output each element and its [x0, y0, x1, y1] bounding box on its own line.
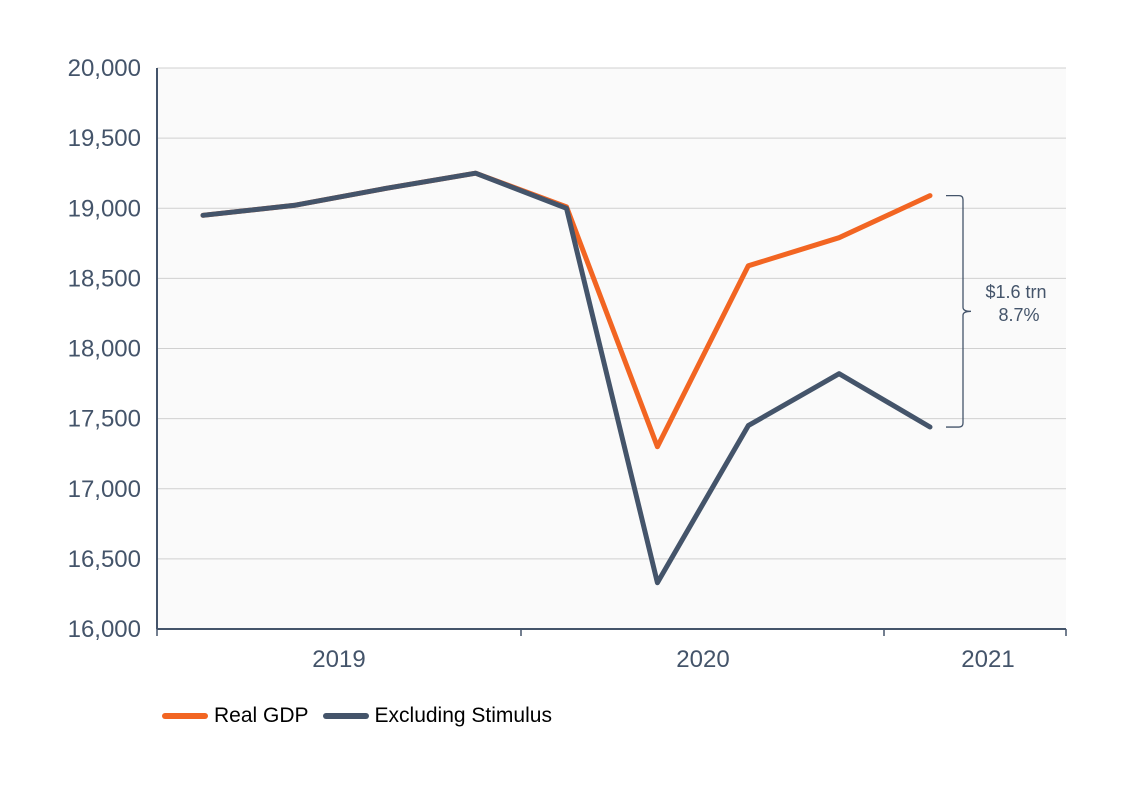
x-tick-label: 2021: [961, 646, 1014, 673]
series-lines: [200, 170, 933, 586]
y-tick-label: 16,000: [68, 616, 141, 643]
y-axis-ticks: 16,000 16,500 17,000 17,500 18,000 18,500 19,0…: [68, 55, 141, 643]
legend: Real GDP Excluding Stimulus: [162, 704, 552, 728]
y-tick-label: 18,000: [68, 336, 141, 363]
legend-item-real-gdp: Real GDP: [162, 704, 309, 728]
gap-annotation: $1.6 trn 8.7%: [946, 194, 1047, 428]
y-tick-label: 19,500: [68, 125, 141, 152]
gridlines: [157, 67, 1066, 560]
gap-brace: [946, 194, 972, 428]
x-tick-label: 2020: [676, 646, 729, 673]
x-tick-label: 2019: [312, 646, 365, 673]
gap-percent-label: 8.7%: [998, 305, 1039, 325]
x-axis: 2019 2020 2021: [156, 68, 1067, 673]
legend-swatch-real-gdp: [162, 713, 208, 719]
legend-swatch-excluding-stimulus: [322, 713, 369, 719]
y-tick-label: 19,000: [68, 195, 141, 222]
y-tick-label: 18,500: [68, 265, 141, 292]
gap-amount-label: $1.6 trn: [985, 282, 1046, 302]
y-tick-label: 20,000: [68, 55, 141, 82]
legend-item-excluding-stimulus: Excluding Stimulus: [322, 704, 552, 728]
y-tick-label: 17,000: [68, 476, 141, 503]
y-tick-label: 17,500: [68, 406, 141, 433]
legend-label-excluding-stimulus: Excluding Stimulus: [374, 704, 552, 727]
y-tick-label: 16,500: [68, 546, 141, 573]
legend-label-real-gdp: Real GDP: [214, 704, 309, 727]
series-line-excluding-stimulus: [200, 170, 933, 586]
